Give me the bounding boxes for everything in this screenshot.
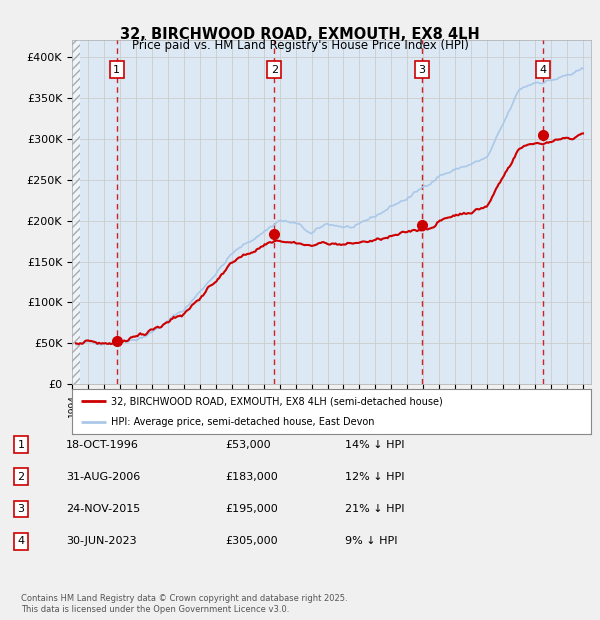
Text: 21% ↓ HPI: 21% ↓ HPI xyxy=(345,504,404,514)
Text: 32, BIRCHWOOD ROAD, EXMOUTH, EX8 4LH (semi-detached house): 32, BIRCHWOOD ROAD, EXMOUTH, EX8 4LH (se… xyxy=(111,396,443,407)
Text: 3: 3 xyxy=(418,64,425,74)
Text: HPI: Average price, semi-detached house, East Devon: HPI: Average price, semi-detached house,… xyxy=(111,417,374,427)
HPI: Average price, semi-detached house, East Devon: (2.02e+03, 2.66e+05): Average price, semi-detached house, East… xyxy=(461,162,469,170)
32, BIRCHWOOD ROAD, EXMOUTH, EX8 4LH (semi-detached house) xyxy=(73,340,80,347)
32, BIRCHWOOD ROAD, EXMOUTH, EX8 4LH (semi-detached house) xyxy=(580,130,587,137)
HPI: Average price, semi-detached house, East Devon: (2e+03, 7.79e+04): Average price, semi-detached house, East… xyxy=(164,317,172,324)
32, BIRCHWOOD ROAD, EXMOUTH, EX8 4LH (semi-detached house) xyxy=(353,239,361,247)
32, BIRCHWOOD ROAD, EXMOUTH, EX8 4LH (semi-detached house) xyxy=(375,235,382,242)
Line: 32, BIRCHWOOD ROAD, EXMOUTH, EX8 4LH (semi-detached house): 32, BIRCHWOOD ROAD, EXMOUTH, EX8 4LH (se… xyxy=(76,133,583,344)
32, BIRCHWOOD ROAD, EXMOUTH, EX8 4LH (semi-detached house) xyxy=(75,340,82,348)
Text: 32, BIRCHWOOD ROAD, EXMOUTH, EX8 4LH: 32, BIRCHWOOD ROAD, EXMOUTH, EX8 4LH xyxy=(120,27,480,42)
Text: 31-AUG-2006: 31-AUG-2006 xyxy=(66,472,140,482)
HPI: Average price, semi-detached house, East Devon: (1.99e+03, 4.84e+04): Average price, semi-detached house, East… xyxy=(73,341,80,348)
Text: £195,000: £195,000 xyxy=(225,504,278,514)
Text: 24-NOV-2015: 24-NOV-2015 xyxy=(66,504,140,514)
Text: 2: 2 xyxy=(17,472,25,482)
Text: £183,000: £183,000 xyxy=(225,472,278,482)
Text: 1: 1 xyxy=(113,64,120,74)
Bar xyxy=(72,40,80,384)
HPI: Average price, semi-detached house, East Devon: (2.03e+03, 3.86e+05): Average price, semi-detached house, East… xyxy=(578,64,585,72)
HPI: Average price, semi-detached house, East Devon: (2.01e+03, 2.08e+05): Average price, semi-detached house, East… xyxy=(375,210,382,218)
32, BIRCHWOOD ROAD, EXMOUTH, EX8 4LH (semi-detached house) xyxy=(449,211,457,219)
Text: 14% ↓ HPI: 14% ↓ HPI xyxy=(345,440,404,450)
Bar xyxy=(72,40,80,384)
Text: £53,000: £53,000 xyxy=(225,440,271,450)
32, BIRCHWOOD ROAD, EXMOUTH, EX8 4LH (semi-detached house) xyxy=(461,210,469,218)
Text: 12% ↓ HPI: 12% ↓ HPI xyxy=(345,472,404,482)
Text: 9% ↓ HPI: 9% ↓ HPI xyxy=(345,536,398,546)
Text: 1: 1 xyxy=(17,440,25,450)
HPI: Average price, semi-detached house, East Devon: (2.03e+03, 3.86e+05): Average price, semi-detached house, East… xyxy=(580,64,587,72)
Text: 4: 4 xyxy=(17,536,25,546)
Text: 30-JUN-2023: 30-JUN-2023 xyxy=(66,536,137,546)
Text: £305,000: £305,000 xyxy=(225,536,278,546)
HPI: Average price, semi-detached house, East Devon: (2e+03, 4.79e+04): Average price, semi-detached house, East… xyxy=(98,342,105,349)
HPI: Average price, semi-detached house, East Devon: (2.01e+03, 1.91e+05): Average price, semi-detached house, East… xyxy=(300,224,307,232)
Text: 2: 2 xyxy=(271,64,278,74)
HPI: Average price, semi-detached house, East Devon: (2.02e+03, 2.62e+05): Average price, semi-detached house, East… xyxy=(449,166,457,174)
32, BIRCHWOOD ROAD, EXMOUTH, EX8 4LH (semi-detached house) xyxy=(300,241,307,249)
Text: 18-OCT-1996: 18-OCT-1996 xyxy=(66,440,139,450)
Text: 3: 3 xyxy=(17,504,25,514)
Text: Price paid vs. HM Land Registry's House Price Index (HPI): Price paid vs. HM Land Registry's House … xyxy=(131,39,469,52)
Text: Contains HM Land Registry data © Crown copyright and database right 2025.
This d: Contains HM Land Registry data © Crown c… xyxy=(21,595,347,614)
Line: HPI: Average price, semi-detached house, East Devon: HPI: Average price, semi-detached house,… xyxy=(76,68,583,345)
Text: 4: 4 xyxy=(539,64,547,74)
HPI: Average price, semi-detached house, East Devon: (2.01e+03, 1.95e+05): Average price, semi-detached house, East… xyxy=(353,221,361,228)
32, BIRCHWOOD ROAD, EXMOUTH, EX8 4LH (semi-detached house) xyxy=(164,319,172,326)
